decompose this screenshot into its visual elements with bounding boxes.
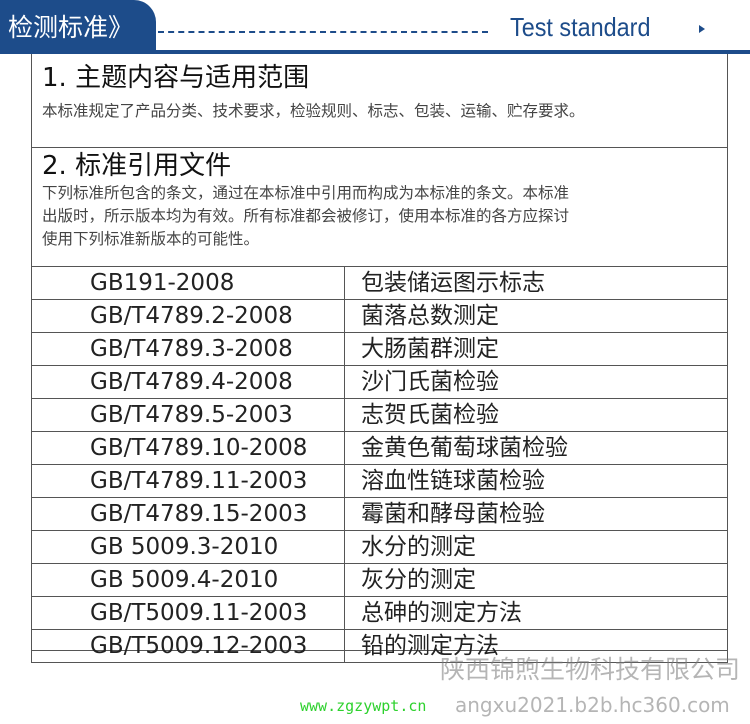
play-arrow-icon — [699, 25, 705, 33]
standard-name: 霉菌和酵母菌检验 — [344, 497, 728, 531]
standard-code: GB 5009.3-2010 — [31, 530, 345, 564]
section-1-text: 本标准规定了产品分类、技术要求，检验规则、标志、包装、运输、贮存要求。 — [42, 102, 585, 120]
watermark-company: 陕西锦煦生物科技有限公司 — [440, 655, 741, 684]
header-title-en: Test standard — [510, 12, 651, 42]
standard-code: GB/T4789.11-2003 — [31, 464, 345, 498]
standard-name: 铅的测定方法 — [344, 629, 728, 663]
standard-name: 溶血性链球菌检验 — [344, 464, 728, 498]
section-2-title: 2. 标准引用文件 — [42, 151, 232, 181]
table-row: GB 5009.3-2010 水分的测定 — [31, 530, 728, 564]
table-row: GB/T4789.4-2008 沙门氏菌检验 — [31, 365, 728, 399]
standard-code: GB/T4789.10-2008 — [31, 431, 345, 465]
table-row: GB/T5009.12-2003 铅的测定方法 — [31, 629, 728, 663]
section-header: 检测标准》 Test standard — [0, 0, 750, 54]
standard-code: GB/T5009.12-2003 — [31, 629, 345, 663]
standard-code: GB/T4789.4-2008 — [31, 365, 345, 399]
table-row: GB/T4789.5-2003 志贺氏菌检验 — [31, 398, 728, 432]
standard-name: 包装储运图示标志 — [344, 266, 728, 300]
watermark-url: angxu2021.b2b.hc360.com — [455, 693, 730, 717]
section-2-line: 使用下列标准新版本的可能性。 — [42, 230, 260, 248]
section-1: 1. 主题内容与适用范围 本标准规定了产品分类、技术要求，检验规则、标志、包装、… — [42, 62, 585, 123]
table-row: GB/T4789.2-2008 菌落总数测定 — [31, 299, 728, 333]
standard-name: 金黄色葡萄球菌检验 — [344, 431, 728, 465]
table-row: GB/T5009.11-2003 总砷的测定方法 — [31, 596, 728, 630]
standard-name: 灰分的测定 — [344, 563, 728, 597]
dashed-divider — [158, 31, 488, 33]
section-2-line: 下列标准所包含的条文，通过在本标准中引用而构成为本标准的条文。本标准 — [42, 184, 570, 202]
standard-code: GB/T4789.2-2008 — [31, 299, 345, 333]
table-row: GB/T4789.10-2008 金黄色葡萄球菌检验 — [31, 431, 728, 465]
standard-code: GB191-2008 — [31, 266, 345, 300]
section-2: 2. 标准引用文件 下列标准所包含的条文，通过在本标准中引用而构成为本标准的条文… — [42, 150, 569, 251]
table-row: GB/T4789.11-2003 溶血性链球菌检验 — [31, 464, 728, 498]
table-row: GB191-2008 包装储运图示标志 — [31, 266, 728, 300]
header-underline — [0, 50, 750, 54]
watermark-site: www.zgzywpt.cn — [300, 697, 427, 715]
divider — [32, 147, 727, 148]
standard-code: GB/T4789.15-2003 — [31, 497, 345, 531]
standard-name: 总砷的测定方法 — [344, 596, 728, 630]
standard-code: GB/T4789.5-2003 — [31, 398, 345, 432]
content-box: 1. 主题内容与适用范围 本标准规定了产品分类、技术要求，检验规则、标志、包装、… — [31, 54, 728, 663]
table-row: GB 5009.4-2010 灰分的测定 — [31, 563, 728, 597]
standard-name: 水分的测定 — [344, 530, 728, 564]
standard-name: 沙门氏菌检验 — [344, 365, 728, 399]
section-2-line: 出版时，所示版本均为有效。所有标准都会被修订，使用本标准的各方应探讨 — [42, 207, 570, 225]
standards-table: GB191-2008 包装储运图示标志 GB/T4789.2-2008 菌落总数测定 G… — [31, 266, 728, 663]
standard-name: 志贺氏菌检验 — [344, 398, 728, 432]
table-row: GB/T4789.3-2008 大肠菌群测定 — [31, 332, 728, 366]
standard-name: 菌落总数测定 — [344, 299, 728, 333]
table-row: GB/T4789.15-2003 霉菌和酵母菌检验 — [31, 497, 728, 531]
header-title-cn: 检测标准》 — [0, 0, 156, 51]
standard-code: GB/T4789.3-2008 — [31, 332, 345, 366]
standard-code: GB/T5009.11-2003 — [31, 596, 345, 630]
standard-code: GB 5009.4-2010 — [31, 563, 345, 597]
standard-name: 大肠菌群测定 — [344, 332, 728, 366]
section-1-title: 1. 主题内容与适用范围 — [42, 63, 310, 93]
